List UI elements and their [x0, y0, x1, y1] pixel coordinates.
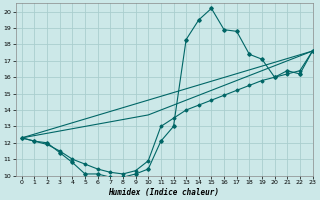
X-axis label: Humidex (Indice chaleur): Humidex (Indice chaleur) [108, 188, 220, 197]
